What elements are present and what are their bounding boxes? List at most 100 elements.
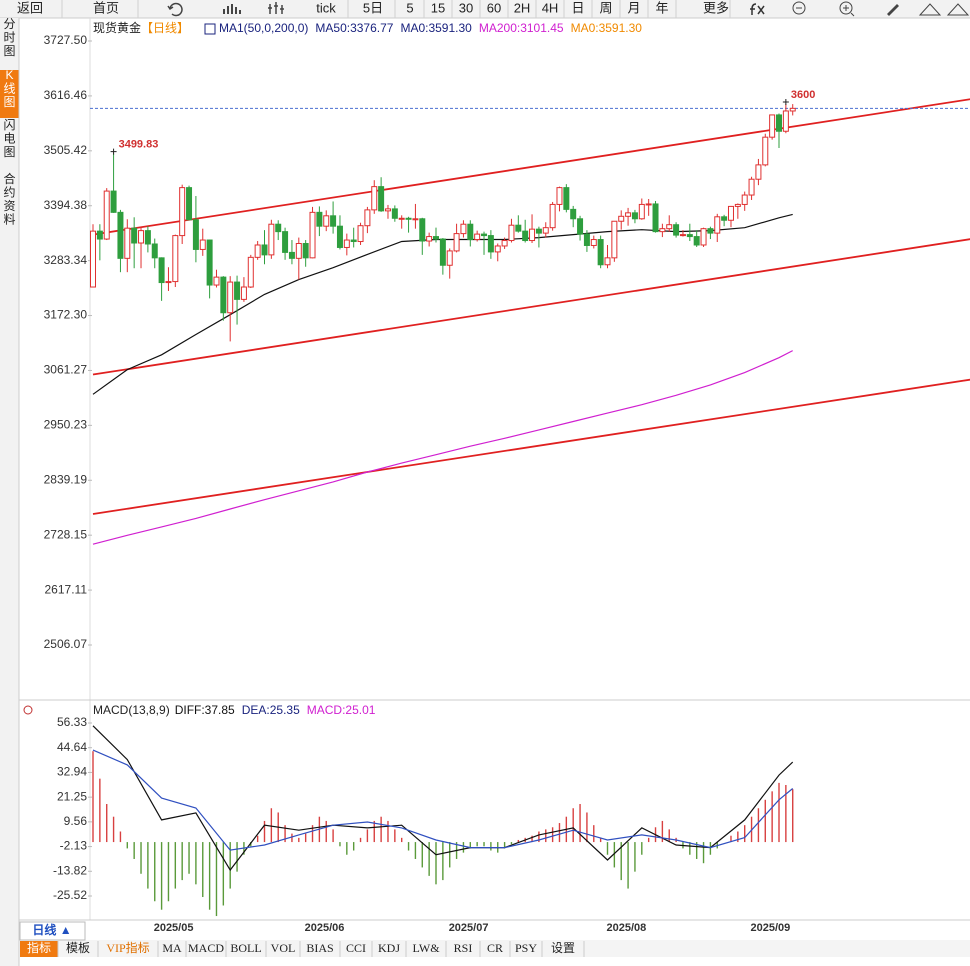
candle-body [501,240,508,247]
x-tick-label: 2025/09 [751,922,791,934]
candle-body [90,230,96,288]
candle-body [316,211,323,227]
toolbar-item[interactable]: 月 [627,0,640,15]
x-tick-label: 2025/07 [449,922,489,934]
y-tick-label: 9.56 [64,814,88,828]
y-tick-label: 2728.15 [44,527,88,541]
candle-icon[interactable] [268,2,284,14]
candle-body [426,236,433,242]
candle-body [755,164,762,180]
candle-body [693,236,700,246]
candle-body [762,136,769,166]
candle-body [673,224,680,236]
toolbar-item[interactable]: 30 [459,0,473,15]
toolbar-item[interactable]: 日 [571,0,584,15]
toolbar-item[interactable]: 15 [431,0,445,15]
sidebar-item[interactable]: 闪电图 [3,118,15,159]
tab[interactable]: VOL [271,941,296,955]
candle-body [192,219,199,250]
candle-body [124,227,131,259]
candle-body [405,217,412,220]
toolbar-item[interactable]: 4H [542,0,559,15]
candle-body [330,215,337,227]
tab[interactable]: LW& [412,941,440,955]
toolbar-item[interactable]: 年 [655,0,668,15]
candle-body [158,257,165,284]
candle-body [268,223,275,256]
toolbar-item[interactable]: 5日 [363,0,383,15]
candle-body [556,187,563,205]
candle-body [535,228,542,234]
toolbar-item[interactable]: 5 [406,0,413,15]
fx-icon[interactable] [750,3,765,15]
tab[interactable]: BIAS [306,941,333,955]
indicator-icon[interactable] [23,705,33,715]
refresh-icon[interactable] [167,2,183,17]
candle-body [110,190,117,213]
tab[interactable]: PSY [515,941,537,955]
toolbar-item[interactable]: 60 [487,0,501,15]
toolbar-item[interactable]: 首页 [93,0,119,15]
candle-body [542,227,549,234]
tab[interactable]: CCI [346,941,366,955]
candle-body [309,211,316,259]
zoom-out-icon[interactable] [792,1,806,15]
tab[interactable]: 设置 [551,941,575,955]
period-button[interactable] [19,921,86,941]
toolbar-item[interactable]: 周 [599,0,612,15]
candle-body [666,224,673,230]
toolbar-item[interactable]: 返回 [17,0,43,15]
toolbar-item[interactable]: tick [316,0,336,15]
candle-body [494,245,501,253]
ma-line [92,213,793,395]
candle-body [336,225,343,248]
y-tick-label: 3283.34 [44,253,88,267]
period-button-label[interactable]: 日线 ▲ [32,922,71,937]
candle-body [295,243,302,259]
candle-body [563,187,570,210]
tab[interactable]: MACD [188,941,224,955]
tab[interactable]: VIP指标 [106,940,149,955]
candle-body [570,208,577,220]
high-label: 3499.83 [119,138,159,150]
candle-body [453,233,460,252]
candle-body [769,114,776,138]
candle-body [384,208,391,212]
sidebar-item[interactable]: 分时图 [3,17,15,58]
tab[interactable]: 指标 [27,940,51,955]
header-item: MA1(50,0,200,0) [219,21,308,35]
tab[interactable]: KDJ [378,941,400,955]
header-item: DEA:25.35 [242,703,300,717]
candle-body [131,227,138,244]
header-item: MA0:3591.30 [400,21,472,35]
bar-icon[interactable] [223,4,241,14]
tab-active[interactable] [20,941,58,957]
pen-icon[interactable] [887,4,899,16]
tab-bar [20,940,970,957]
candle-body [275,223,282,233]
candle-body [645,203,652,206]
toolbar-item[interactable]: 更多 [703,0,729,15]
zoom-in-icon[interactable] [843,5,855,17]
candle-body [638,203,645,220]
zoom-in-icon[interactable] [839,1,853,15]
candle-body [96,230,103,240]
candle-body [282,231,289,253]
tab[interactable]: CR [487,941,503,955]
candle-body [577,218,584,235]
high-marker [782,99,789,106]
candle-body [467,223,474,241]
triangle-icon[interactable] [918,3,970,16]
y-tick-label: 3727.50 [44,33,88,47]
tab[interactable]: RSI [454,941,473,955]
tab[interactable]: BOLL [230,941,261,955]
trend-line [92,378,970,515]
sidebar-item[interactable]: 合约资料 [3,171,15,227]
tab[interactable]: MA [162,941,182,955]
sidebar-item[interactable]: K 线图 [3,68,15,109]
toolbar-item[interactable]: 2H [514,0,531,15]
ma-line [92,350,793,545]
tab[interactable]: 模板 [66,941,90,955]
y-tick-label: 3394.38 [44,198,88,212]
candle-body [446,250,453,266]
